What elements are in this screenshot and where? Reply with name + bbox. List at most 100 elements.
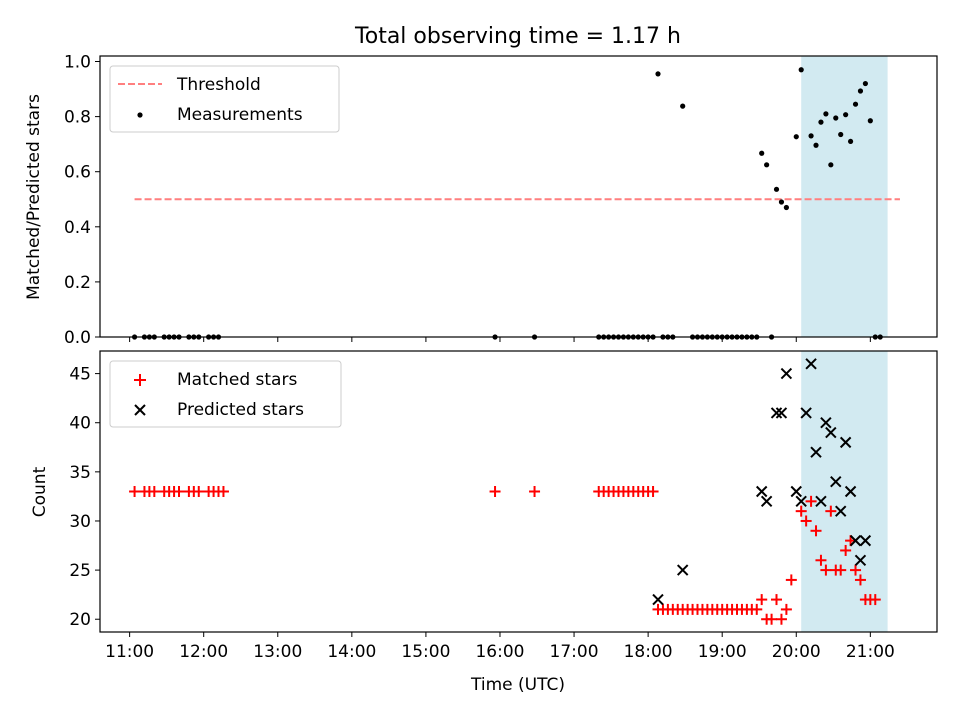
predicted-star-marker <box>760 495 773 508</box>
measurement-point <box>764 162 770 168</box>
observing-window-span <box>801 56 888 337</box>
legend-predicted-label: Predicted stars <box>177 400 304 420</box>
x-tick-label: 21:00 <box>846 642 895 662</box>
predicted-star-marker <box>820 417 832 429</box>
x-tick-label: 18:00 <box>624 642 673 662</box>
matched-star-marker <box>820 564 832 576</box>
matched-star-marker <box>869 594 881 606</box>
matched-star-marker <box>840 544 852 556</box>
measurement-point <box>838 131 844 138</box>
measurement-point <box>847 138 854 145</box>
matched-star-marker <box>647 486 659 497</box>
top-y-axis-label: Matched/Predicted stars <box>24 94 44 300</box>
predicted-star-marker <box>790 485 802 498</box>
matched-star-marker <box>835 564 847 576</box>
predicted-star-marker <box>800 407 812 419</box>
x-tick-label: 20:00 <box>772 642 821 662</box>
matched-star-marker <box>854 574 866 586</box>
bottom-panel: 20 25 30 35 40 45 11:00 12:00 13:00 14:00 15:00 16… <box>30 350 938 695</box>
matched-star-marker <box>217 486 229 497</box>
legend-matched-label: Matched stars <box>177 370 297 390</box>
measurement-point <box>843 112 849 118</box>
predicted-star-marker <box>839 436 852 449</box>
matched-star-marker <box>795 505 807 517</box>
predicted-star-marker <box>652 593 664 606</box>
legend-measurements-label: Measurements <box>177 105 303 125</box>
predicted-star-marker <box>830 475 842 488</box>
measurement-point <box>793 134 799 140</box>
predicted-star-marker <box>770 407 783 419</box>
predicted-star-marker <box>780 367 793 380</box>
figure-title: Total observing time = 1.17 h <box>354 24 681 49</box>
top-legend: Threshold Measurements <box>109 65 340 133</box>
x-tick-label: 17:00 <box>550 642 599 662</box>
matched-star-marker <box>771 594 783 606</box>
bottom-y-tick-label: 25 <box>69 561 91 581</box>
bottom-legend: Matched stars Predicted stars <box>109 360 342 428</box>
bottom-y-tick-label: 45 <box>69 365 91 385</box>
predicted-star-marker <box>676 564 689 576</box>
top-y-tick-label: 0.8 <box>64 108 91 128</box>
measurement-point <box>808 133 814 139</box>
matched-star-marker <box>529 486 541 497</box>
legend-matched-swatch <box>134 374 146 386</box>
predicted-star-marker <box>859 534 872 547</box>
measurement-point <box>828 162 834 168</box>
predicted-star-marker <box>795 495 807 508</box>
matched-star-marker <box>775 613 787 625</box>
matched-star-marker <box>756 594 768 606</box>
predicted-star-marker <box>854 554 867 566</box>
bottom-y-tick-label: 35 <box>69 463 91 483</box>
matched-star-marker <box>810 525 822 537</box>
matched-star-marker <box>766 613 778 625</box>
x-tick-label: 11:00 <box>105 642 154 662</box>
top-panel: 0.0 0.2 0.4 0.6 0.8 1.0 Matched/Predicted sta… <box>24 53 938 348</box>
measurement-point <box>759 150 765 156</box>
matched-star-marker <box>751 603 763 615</box>
legend-predicted-swatch <box>134 404 146 416</box>
measurement-point <box>833 115 839 121</box>
predicted-star-marker <box>810 446 822 458</box>
bottom-y-axis-label: Count <box>30 466 50 517</box>
measurement-point <box>773 186 780 192</box>
x-tick-label: 15:00 <box>401 642 450 662</box>
matched-star-marker <box>785 574 797 586</box>
matched-star-marker <box>825 505 837 517</box>
matched-star-marker <box>129 486 141 497</box>
bottom-y-tick-label: 20 <box>69 610 91 630</box>
predicted-star-marker <box>815 495 827 508</box>
measurement-point <box>867 118 873 124</box>
measurement-point <box>783 204 789 211</box>
top-y-tick-label: 1.0 <box>64 53 91 73</box>
x-tick-label: 14:00 <box>327 642 376 662</box>
top-y-tick-label: 0.2 <box>64 273 91 293</box>
matched-star-marker <box>489 486 501 497</box>
bottom-y-tick-label: 40 <box>69 414 91 434</box>
measurement-point <box>823 111 829 117</box>
predicted-star-marker <box>835 505 847 517</box>
measurement-point <box>852 101 859 107</box>
measurement-point <box>818 119 824 125</box>
predicted-star-marker <box>825 426 837 439</box>
top-y-tick-label: 0.0 <box>64 328 91 348</box>
x-tick-label: 13:00 <box>253 642 302 662</box>
observing-window-span <box>801 351 888 632</box>
predicted-star-marker <box>849 534 862 547</box>
bottom-y-tick-label: 30 <box>69 512 91 532</box>
legend-measurements-swatch <box>137 112 143 118</box>
measurement-point <box>798 67 804 73</box>
measurement-point <box>778 199 785 205</box>
matched-star-marker <box>805 495 817 507</box>
matched-star-marker <box>148 486 160 497</box>
measurement-point <box>862 80 868 87</box>
matched-star-marker <box>850 564 862 576</box>
measurement-point <box>857 88 864 94</box>
top-y-tick-label: 0.6 <box>64 163 91 183</box>
matched-star-marker <box>780 603 792 615</box>
predicted-star-marker <box>755 485 768 498</box>
bottom-axes-frame <box>99 350 938 633</box>
measurement-point <box>655 71 661 77</box>
x-tick-label: 16:00 <box>475 642 524 662</box>
matched-star-marker <box>815 554 827 566</box>
